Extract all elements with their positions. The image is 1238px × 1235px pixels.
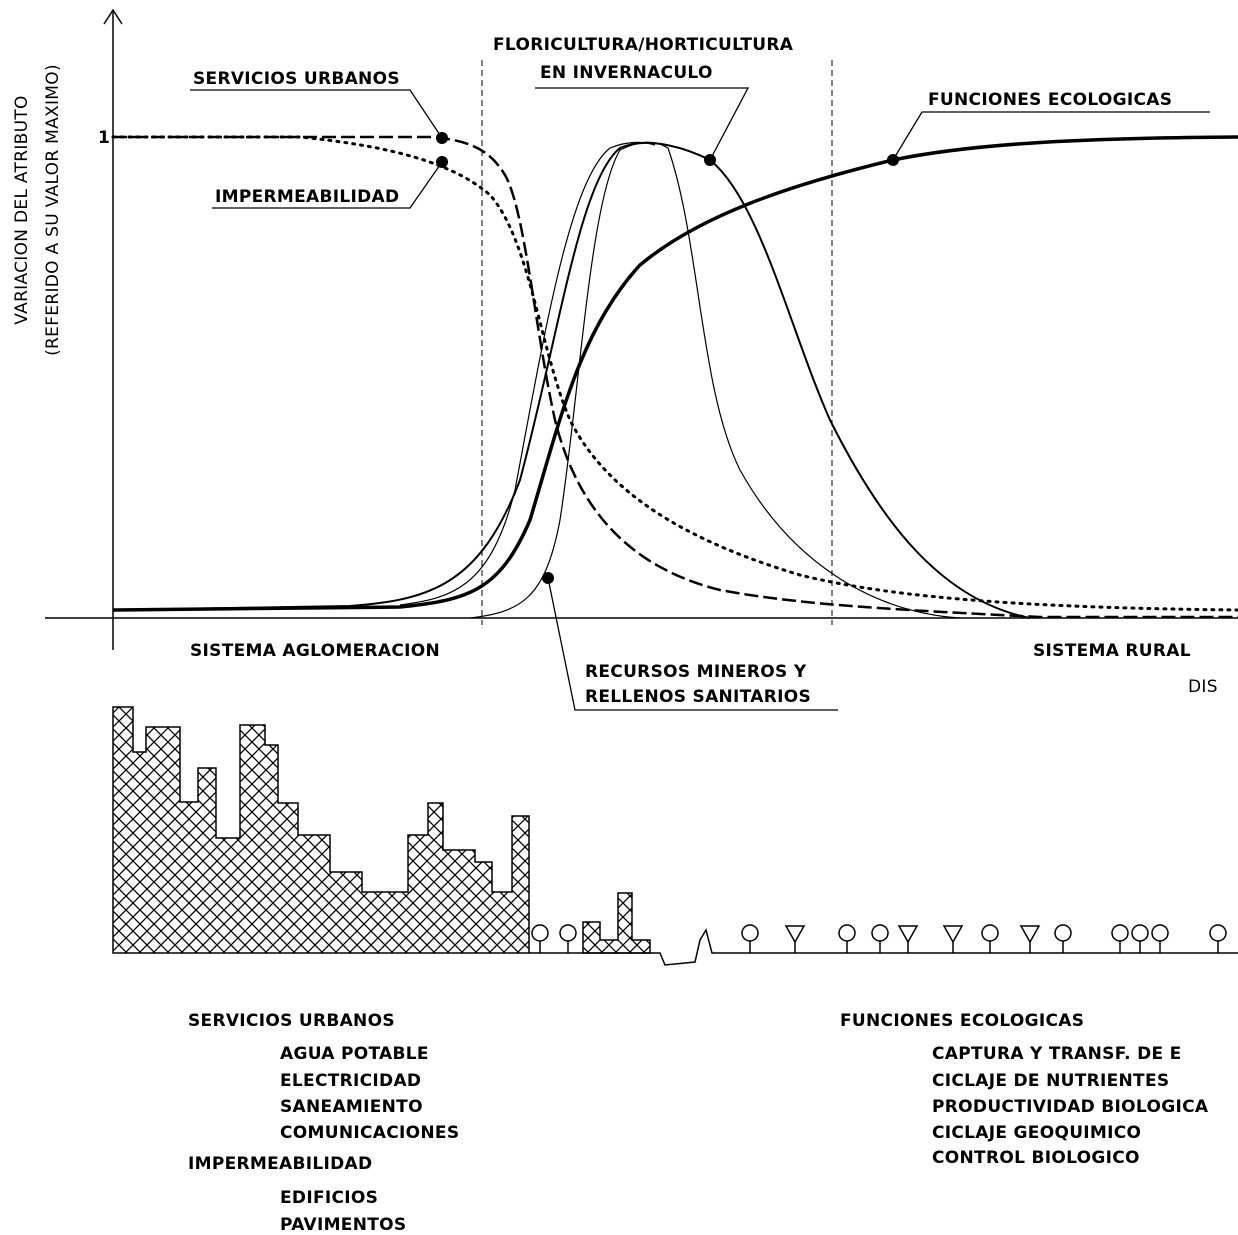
vegetation-symbol <box>1210 925 1226 941</box>
y-tick-label: 1 <box>98 128 110 148</box>
list-heading: FUNCIONES ECOLOGICAS <box>840 1011 1084 1031</box>
list-item: ELECTRICIDAD <box>280 1071 421 1091</box>
vegetation-symbol <box>532 925 548 941</box>
curves <box>113 137 1238 618</box>
y-axis-label: (REFERIDO A SU VALOR MAXIMO) <box>43 64 63 356</box>
vegetation-symbol <box>1152 925 1168 941</box>
vegetation-symbol <box>1055 925 1071 941</box>
list-item: CICLAJE DE NUTRIENTES <box>932 1071 1169 1091</box>
list-item: CICLAJE GEOQUIMICO <box>932 1123 1141 1143</box>
list-item: SANEAMIENTO <box>280 1097 423 1117</box>
list-item: CONTROL BIOLOGICO <box>932 1148 1140 1168</box>
list-item: PRODUCTIVIDAD BIOLOGICA <box>932 1097 1209 1117</box>
list-item: AGUA POTABLE <box>280 1044 429 1064</box>
vegetation-symbol <box>786 926 804 942</box>
points <box>436 132 899 584</box>
list-item: EDIFICIOS <box>280 1188 378 1208</box>
list-item: CAPTURA Y TRANSF. DE E <box>932 1044 1182 1064</box>
zone-label: SISTEMA RURAL <box>1033 641 1191 661</box>
list-heading: IMPERMEABILIDAD <box>188 1154 372 1174</box>
vegetation-symbol <box>982 925 998 941</box>
vegetation-symbol <box>1112 925 1128 941</box>
vegetation-symbol <box>872 925 888 941</box>
vegetation-symbol <box>839 925 855 941</box>
curve-label: FLORICULTURA/HORTICULTURA <box>493 35 794 55</box>
curve-label: IMPERMEABILIDAD <box>215 187 399 207</box>
zone-label: SISTEMA AGLOMERACION <box>190 641 440 661</box>
page: VARIACION DEL ATRIBUTO (REFERIDO A SU VA… <box>0 0 1238 1235</box>
curve-label: RELLENOS SANITARIOS <box>585 687 811 707</box>
urban-profile <box>113 707 1238 965</box>
vegetation-symbol <box>742 925 758 941</box>
vegetation-symbol <box>944 926 962 942</box>
curve-label: SERVICIOS URBANOS <box>193 69 400 89</box>
vegetation-symbol <box>1132 925 1148 941</box>
zone-label: DIS <box>1188 677 1218 697</box>
vegetation-symbol <box>560 925 576 941</box>
list-heading: SERVICIOS URBANOS <box>188 1011 395 1031</box>
vegetation-symbol <box>899 926 917 942</box>
curve-label: RECURSOS MINEROS Y <box>585 662 807 682</box>
vegetation-symbol <box>1021 926 1039 942</box>
curve-label: FUNCIONES ECOLOGICAS <box>928 90 1172 110</box>
curve-label: EN INVERNACULO <box>540 63 713 83</box>
list-item: COMUNICACIONES <box>280 1123 459 1143</box>
y-axis-label: VARIACION DEL ATRIBUTO <box>12 95 32 324</box>
diagram: VARIACION DEL ATRIBUTO (REFERIDO A SU VA… <box>0 0 1238 1235</box>
list-item: PAVIMENTOS <box>280 1215 406 1235</box>
